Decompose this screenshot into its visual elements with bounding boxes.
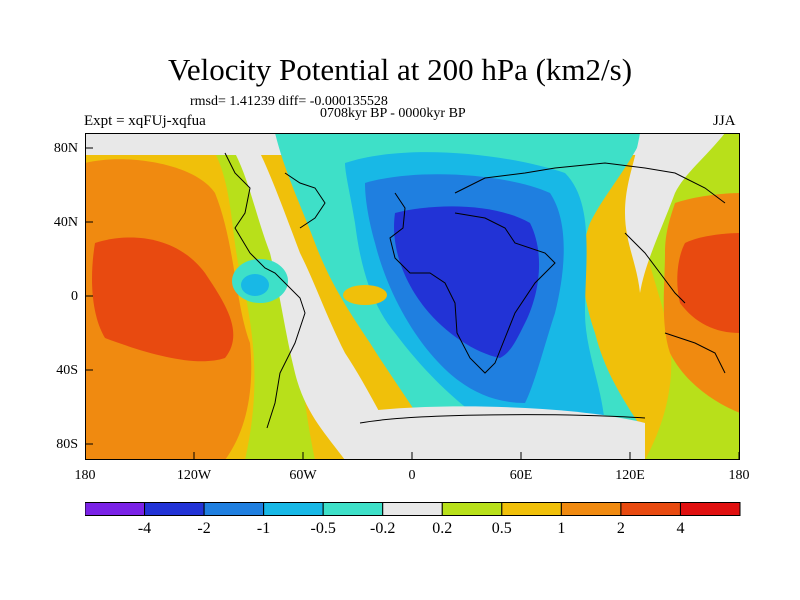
- colorbar-label: -0.5: [310, 520, 336, 537]
- colorbar-box: [85, 502, 146, 516]
- lon-label-60e: 60E: [509, 468, 533, 483]
- colorbar-box: [203, 502, 265, 516]
- lon-label-120w: 120W: [176, 468, 212, 483]
- caribbean-blue: [241, 274, 269, 296]
- southern-white: [355, 406, 645, 460]
- period-text: 0708kyr BP - 0000kyr BP: [320, 106, 466, 121]
- colorbar-label: -1: [256, 520, 271, 537]
- season-label: JJA: [713, 113, 736, 129]
- lat-label-80n: 80N: [53, 141, 78, 156]
- colorbar-label: -0.2: [370, 520, 396, 537]
- white-band-east: [625, 133, 725, 293]
- colorbar-label: 0.5: [491, 520, 512, 537]
- velocity-potential-map: [85, 133, 740, 460]
- darkblue-minimum: [394, 206, 540, 358]
- lon-label-180e: 180: [728, 468, 750, 483]
- colorbar-box: [382, 502, 443, 516]
- lat-label-80s: 80S: [56, 437, 78, 452]
- colorbar-label: 1: [557, 520, 566, 537]
- coastlines: [224, 152, 726, 429]
- lon-label-0: 0: [408, 468, 416, 483]
- colorbar-box: [144, 502, 205, 516]
- colorbar-box: [560, 502, 622, 516]
- atlantic-blob: [343, 285, 387, 305]
- colorbar: [85, 502, 741, 516]
- white-band-west: [235, 153, 405, 460]
- colorbar-box: [322, 502, 384, 516]
- east-max: [677, 233, 740, 333]
- lon-label-120e: 120E: [615, 468, 645, 483]
- colorbar-label: 2: [616, 520, 625, 537]
- lat-label-40n: 40N: [53, 215, 78, 230]
- colorbar-box: [441, 502, 503, 516]
- axis-ticks: [85, 147, 740, 460]
- experiment-label: Expt = xqFUj-xqfua: [84, 113, 206, 129]
- stats-text: rmsd= 1.41239 diff= -0.000135528: [190, 94, 388, 109]
- chart-title: Velocity Potential at 200 hPa (km2/s): [167, 52, 633, 87]
- pacific-west-max: [92, 237, 234, 362]
- colorbar-box: [263, 502, 324, 516]
- green-band-west: [215, 153, 315, 460]
- colorbar-label: -2: [197, 520, 211, 537]
- colorbar-box: [620, 502, 681, 516]
- colorbar-label: 0.2: [432, 520, 453, 537]
- colorbar-label: 4: [676, 520, 685, 537]
- lat-label-0: 0: [71, 289, 78, 304]
- colorbar-label: -4: [137, 520, 152, 537]
- colorbar-box: [679, 502, 741, 516]
- colorbar-box: [501, 502, 562, 516]
- lon-label-180w: 180: [74, 468, 96, 483]
- lon-label-60w: 60W: [289, 468, 317, 483]
- lat-label-40s: 40S: [56, 363, 78, 378]
